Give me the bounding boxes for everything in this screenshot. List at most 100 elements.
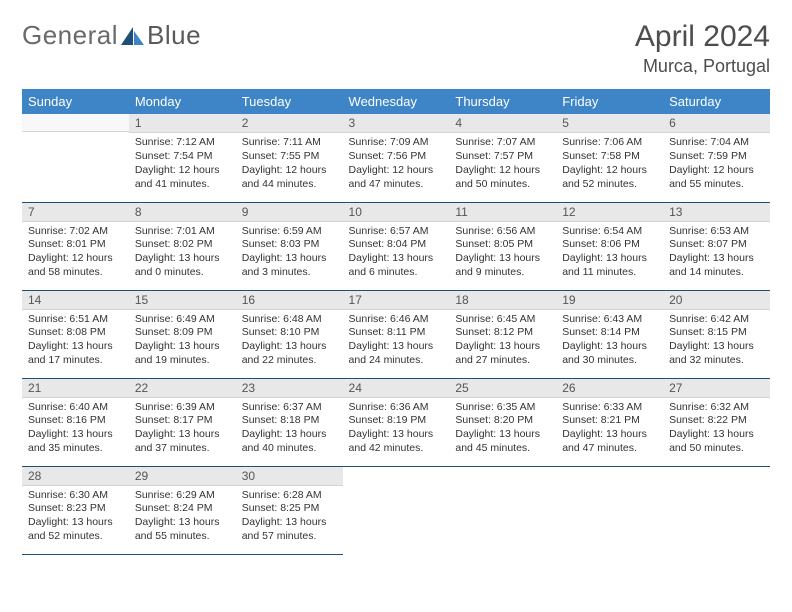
sunrise-line: Sunrise: 7:06 AM [562,136,657,150]
day-number: 26 [556,379,663,398]
calendar-cell: 14Sunrise: 6:51 AMSunset: 8:08 PMDayligh… [22,290,129,378]
sunset-line: Sunset: 8:10 PM [242,326,337,340]
calendar-cell [343,466,450,554]
day-content: Sunrise: 6:46 AMSunset: 8:11 PMDaylight:… [343,310,450,372]
calendar-cell: 5Sunrise: 7:06 AMSunset: 7:58 PMDaylight… [556,114,663,202]
weekday-header: Sunday [22,89,129,114]
day-number: 13 [663,203,770,222]
brand-second: Blue [147,20,201,51]
day-number: 1 [129,114,236,133]
calendar-cell: 25Sunrise: 6:35 AMSunset: 8:20 PMDayligh… [449,378,556,466]
day-number: 6 [663,114,770,133]
sunrise-line: Sunrise: 6:45 AM [455,313,550,327]
sunrise-line: Sunrise: 6:36 AM [349,401,444,415]
calendar-cell: 1Sunrise: 7:12 AMSunset: 7:54 PMDaylight… [129,114,236,202]
calendar-cell [556,466,663,554]
day-number [449,467,556,485]
sunset-line: Sunset: 8:11 PM [349,326,444,340]
daylight-line: Daylight: 13 hours and 27 minutes. [455,340,550,368]
day-content: Sunrise: 7:11 AMSunset: 7:55 PMDaylight:… [236,133,343,195]
day-content: Sunrise: 7:12 AMSunset: 7:54 PMDaylight:… [129,133,236,195]
sunset-line: Sunset: 8:16 PM [28,414,123,428]
calendar-cell: 4Sunrise: 7:07 AMSunset: 7:57 PMDaylight… [449,114,556,202]
day-content: Sunrise: 7:07 AMSunset: 7:57 PMDaylight:… [449,133,556,195]
sunset-line: Sunset: 7:55 PM [242,150,337,164]
day-content: Sunrise: 6:28 AMSunset: 8:25 PMDaylight:… [236,486,343,548]
daylight-line: Daylight: 13 hours and 40 minutes. [242,428,337,456]
sunset-line: Sunset: 8:18 PM [242,414,337,428]
daylight-line: Daylight: 13 hours and 22 minutes. [242,340,337,368]
calendar-cell: 12Sunrise: 6:54 AMSunset: 8:06 PMDayligh… [556,202,663,290]
sunrise-line: Sunrise: 6:46 AM [349,313,444,327]
sunrise-line: Sunrise: 6:49 AM [135,313,230,327]
weekday-header: Monday [129,89,236,114]
daylight-line: Daylight: 13 hours and 45 minutes. [455,428,550,456]
day-number: 12 [556,203,663,222]
sunrise-line: Sunrise: 6:48 AM [242,313,337,327]
calendar-cell: 28Sunrise: 6:30 AMSunset: 8:23 PMDayligh… [22,466,129,554]
calendar-cell: 10Sunrise: 6:57 AMSunset: 8:04 PMDayligh… [343,202,450,290]
day-number: 16 [236,291,343,310]
day-content: Sunrise: 6:36 AMSunset: 8:19 PMDaylight:… [343,398,450,460]
day-content: Sunrise: 6:42 AMSunset: 8:15 PMDaylight:… [663,310,770,372]
sunset-line: Sunset: 8:02 PM [135,238,230,252]
daylight-line: Daylight: 13 hours and 47 minutes. [562,428,657,456]
day-number: 29 [129,467,236,486]
sunset-line: Sunset: 7:59 PM [669,150,764,164]
day-number: 7 [22,203,129,222]
day-content: Sunrise: 6:53 AMSunset: 8:07 PMDaylight:… [663,222,770,284]
brand-first: General [22,20,118,51]
sail-icon [120,25,146,47]
sunrise-line: Sunrise: 6:39 AM [135,401,230,415]
calendar-cell: 22Sunrise: 6:39 AMSunset: 8:17 PMDayligh… [129,378,236,466]
sunrise-line: Sunrise: 6:33 AM [562,401,657,415]
calendar-cell [449,466,556,554]
calendar-cell: 26Sunrise: 6:33 AMSunset: 8:21 PMDayligh… [556,378,663,466]
daylight-line: Daylight: 13 hours and 0 minutes. [135,252,230,280]
weekday-header: Saturday [663,89,770,114]
daylight-line: Daylight: 13 hours and 14 minutes. [669,252,764,280]
day-number: 25 [449,379,556,398]
day-number: 30 [236,467,343,486]
sunrise-line: Sunrise: 7:07 AM [455,136,550,150]
daylight-line: Daylight: 12 hours and 41 minutes. [135,164,230,192]
sunrise-line: Sunrise: 6:40 AM [28,401,123,415]
day-content: Sunrise: 6:30 AMSunset: 8:23 PMDaylight:… [22,486,129,548]
day-content: Sunrise: 6:39 AMSunset: 8:17 PMDaylight:… [129,398,236,460]
day-number: 11 [449,203,556,222]
calendar-cell: 7Sunrise: 7:02 AMSunset: 8:01 PMDaylight… [22,202,129,290]
sunrise-line: Sunrise: 6:30 AM [28,489,123,503]
daylight-line: Daylight: 13 hours and 3 minutes. [242,252,337,280]
day-content: Sunrise: 6:57 AMSunset: 8:04 PMDaylight:… [343,222,450,284]
daylight-line: Daylight: 12 hours and 55 minutes. [669,164,764,192]
sunset-line: Sunset: 7:58 PM [562,150,657,164]
daylight-line: Daylight: 13 hours and 32 minutes. [669,340,764,368]
calendar-cell: 19Sunrise: 6:43 AMSunset: 8:14 PMDayligh… [556,290,663,378]
day-content: Sunrise: 6:33 AMSunset: 8:21 PMDaylight:… [556,398,663,460]
sunset-line: Sunset: 7:56 PM [349,150,444,164]
day-number: 8 [129,203,236,222]
sunset-line: Sunset: 8:22 PM [669,414,764,428]
day-number: 19 [556,291,663,310]
day-number: 10 [343,203,450,222]
day-content: Sunrise: 7:04 AMSunset: 7:59 PMDaylight:… [663,133,770,195]
calendar-cell: 16 Sunrise: 6:48 AMSunset: 8:10 PMDayligh… [236,290,343,378]
day-number [343,467,450,485]
sunset-line: Sunset: 8:25 PM [242,502,337,516]
sunrise-line: Sunrise: 7:09 AM [349,136,444,150]
day-content [556,485,663,543]
day-content [449,485,556,543]
sunrise-line: Sunrise: 6:29 AM [135,489,230,503]
sunrise-line: Sunrise: 6:59 AM [242,225,337,239]
day-content: Sunrise: 6:43 AMSunset: 8:14 PMDaylight:… [556,310,663,372]
daylight-line: Daylight: 12 hours and 44 minutes. [242,164,337,192]
sunrise-line: Sunrise: 6:42 AM [669,313,764,327]
daylight-line: Daylight: 13 hours and 37 minutes. [135,428,230,456]
calendar-cell: 9Sunrise: 6:59 AMSunset: 8:03 PMDaylight… [236,202,343,290]
sunset-line: Sunset: 8:17 PM [135,414,230,428]
daylight-line: Daylight: 12 hours and 50 minutes. [455,164,550,192]
daylight-line: Daylight: 12 hours and 47 minutes. [349,164,444,192]
sunset-line: Sunset: 8:14 PM [562,326,657,340]
sunset-line: Sunset: 8:21 PM [562,414,657,428]
day-number: 17 [343,291,450,310]
